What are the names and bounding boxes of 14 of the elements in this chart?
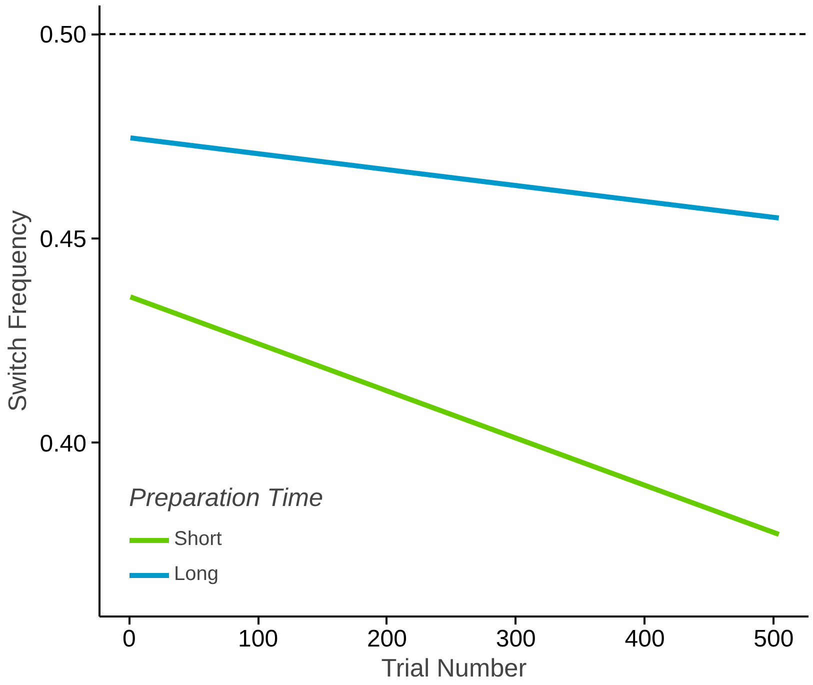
x-tick-label: 300 bbox=[496, 626, 536, 652]
y-tick-label: 0.50 bbox=[40, 22, 87, 49]
x-tick-label: 200 bbox=[366, 626, 407, 652]
y-tick-label: 0.45 bbox=[40, 226, 87, 253]
x-tick-label: 0 bbox=[122, 626, 136, 652]
x-tick-label: 100 bbox=[238, 626, 278, 652]
y-tick-label: 0.40 bbox=[40, 430, 87, 458]
x-tick-label: 400 bbox=[624, 626, 665, 652]
y-axis-title: Switch Frequency bbox=[4, 210, 32, 412]
legend-title: Preparation Time bbox=[129, 484, 324, 513]
legend-label: Long bbox=[174, 563, 218, 586]
legend-label: Short bbox=[174, 528, 222, 551]
x-axis-title: Trial Number bbox=[381, 654, 528, 682]
x-tick-label: 500 bbox=[754, 626, 794, 652]
